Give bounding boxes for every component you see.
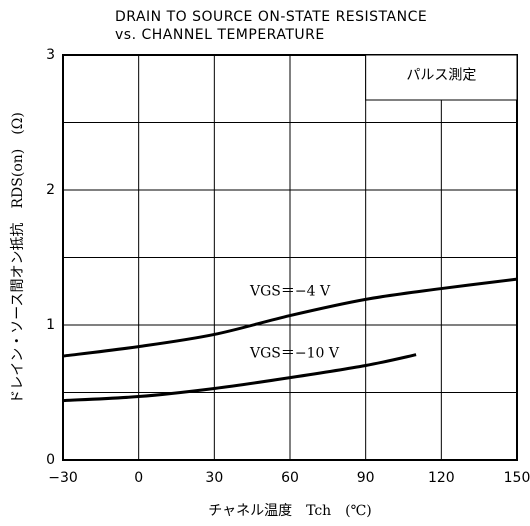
annotation-box — [365, 54, 518, 101]
data-line — [62, 353, 417, 403]
series-label: VGS＝−10 V — [249, 346, 340, 362]
x-tick-label: 0 — [134, 470, 143, 486]
y-axis-label: ドレイン・ソース間オン抵抗 RDS(on) (Ω) — [10, 112, 26, 404]
y-tick-label: 1 — [46, 317, 55, 333]
chart-subtitle: vs. CHANNEL TEMPERATURE — [115, 27, 325, 43]
series-label: VGS＝−4 V — [249, 284, 331, 300]
x-tick-label: 120 — [428, 470, 455, 486]
x-axis-label: チャネル温度 Tch (℃) — [208, 503, 372, 519]
x-tick-label: 150 — [504, 470, 530, 486]
annotation: パルス測定 — [406, 68, 476, 84]
x-tick-label: 90 — [357, 470, 375, 486]
y-tick-label: 2 — [46, 182, 55, 198]
x-tick-label: 60 — [281, 470, 299, 486]
data-line — [62, 277, 518, 358]
x-tick-label: −30 — [48, 470, 78, 486]
chart-title: DRAIN TO SOURCE ON-STATE RESISTANCE — [115, 9, 427, 25]
x-tick-label: 30 — [205, 470, 223, 486]
y-tick-label: 3 — [46, 47, 55, 63]
y-tick-label: 0 — [46, 452, 55, 468]
